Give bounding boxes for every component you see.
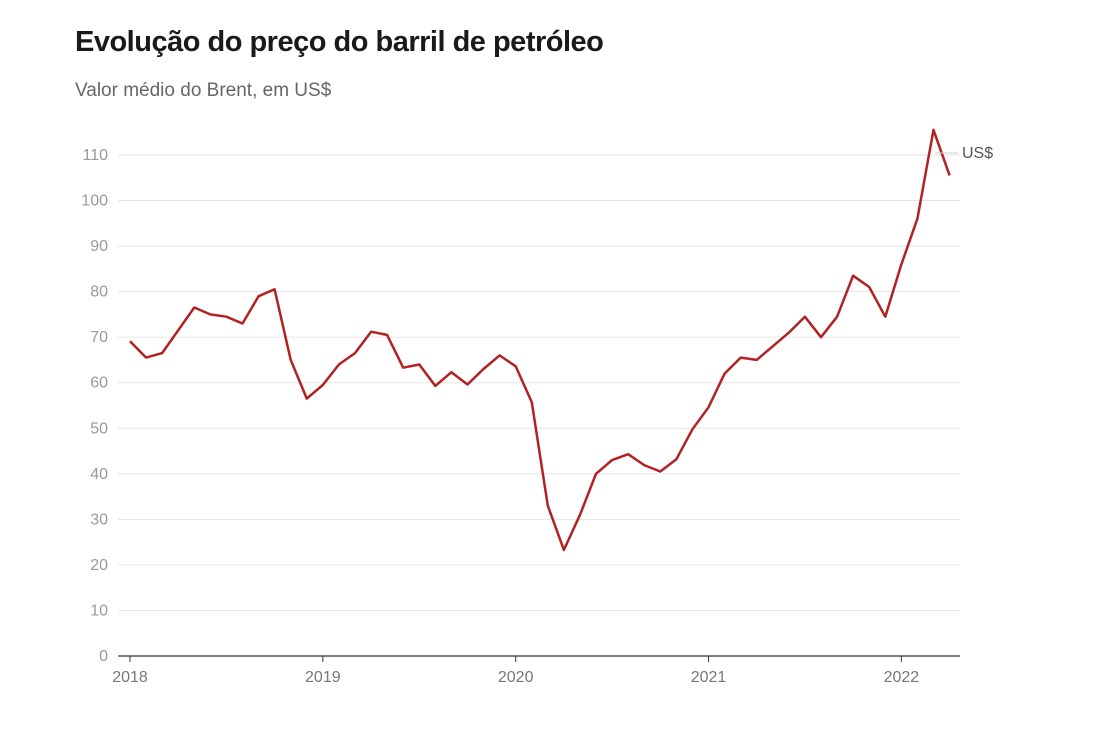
x-tick-label: 2022 [884, 669, 920, 686]
x-tick-label: 2018 [112, 669, 148, 686]
y-tick-label: 80 [90, 284, 108, 301]
y-tick-label: 40 [90, 466, 108, 483]
chart-title: Evolução do preço do barril de petróleo [75, 26, 604, 58]
x-tick-label: 2021 [691, 669, 727, 686]
y-tick-label: 60 [90, 375, 108, 392]
y-tick-label: 70 [90, 329, 108, 346]
y-tick-label: 90 [90, 238, 108, 255]
chart-subtitle: Valor médio do Brent, em US$ [75, 80, 332, 101]
y-tick-label: 20 [90, 557, 108, 574]
y-tick-label: 30 [90, 511, 108, 528]
x-tick-label: 2019 [305, 669, 341, 686]
y-tick-label: 0 [99, 648, 108, 665]
y-tick-label: 50 [90, 420, 108, 437]
unit-label: US$ [962, 145, 993, 162]
y-tick-label: 110 [82, 147, 108, 164]
price-line [129, 128, 951, 552]
x-tick-label: 2020 [498, 669, 534, 686]
y-tick-label: 10 [90, 602, 108, 619]
y-tick-label: 100 [81, 193, 108, 210]
